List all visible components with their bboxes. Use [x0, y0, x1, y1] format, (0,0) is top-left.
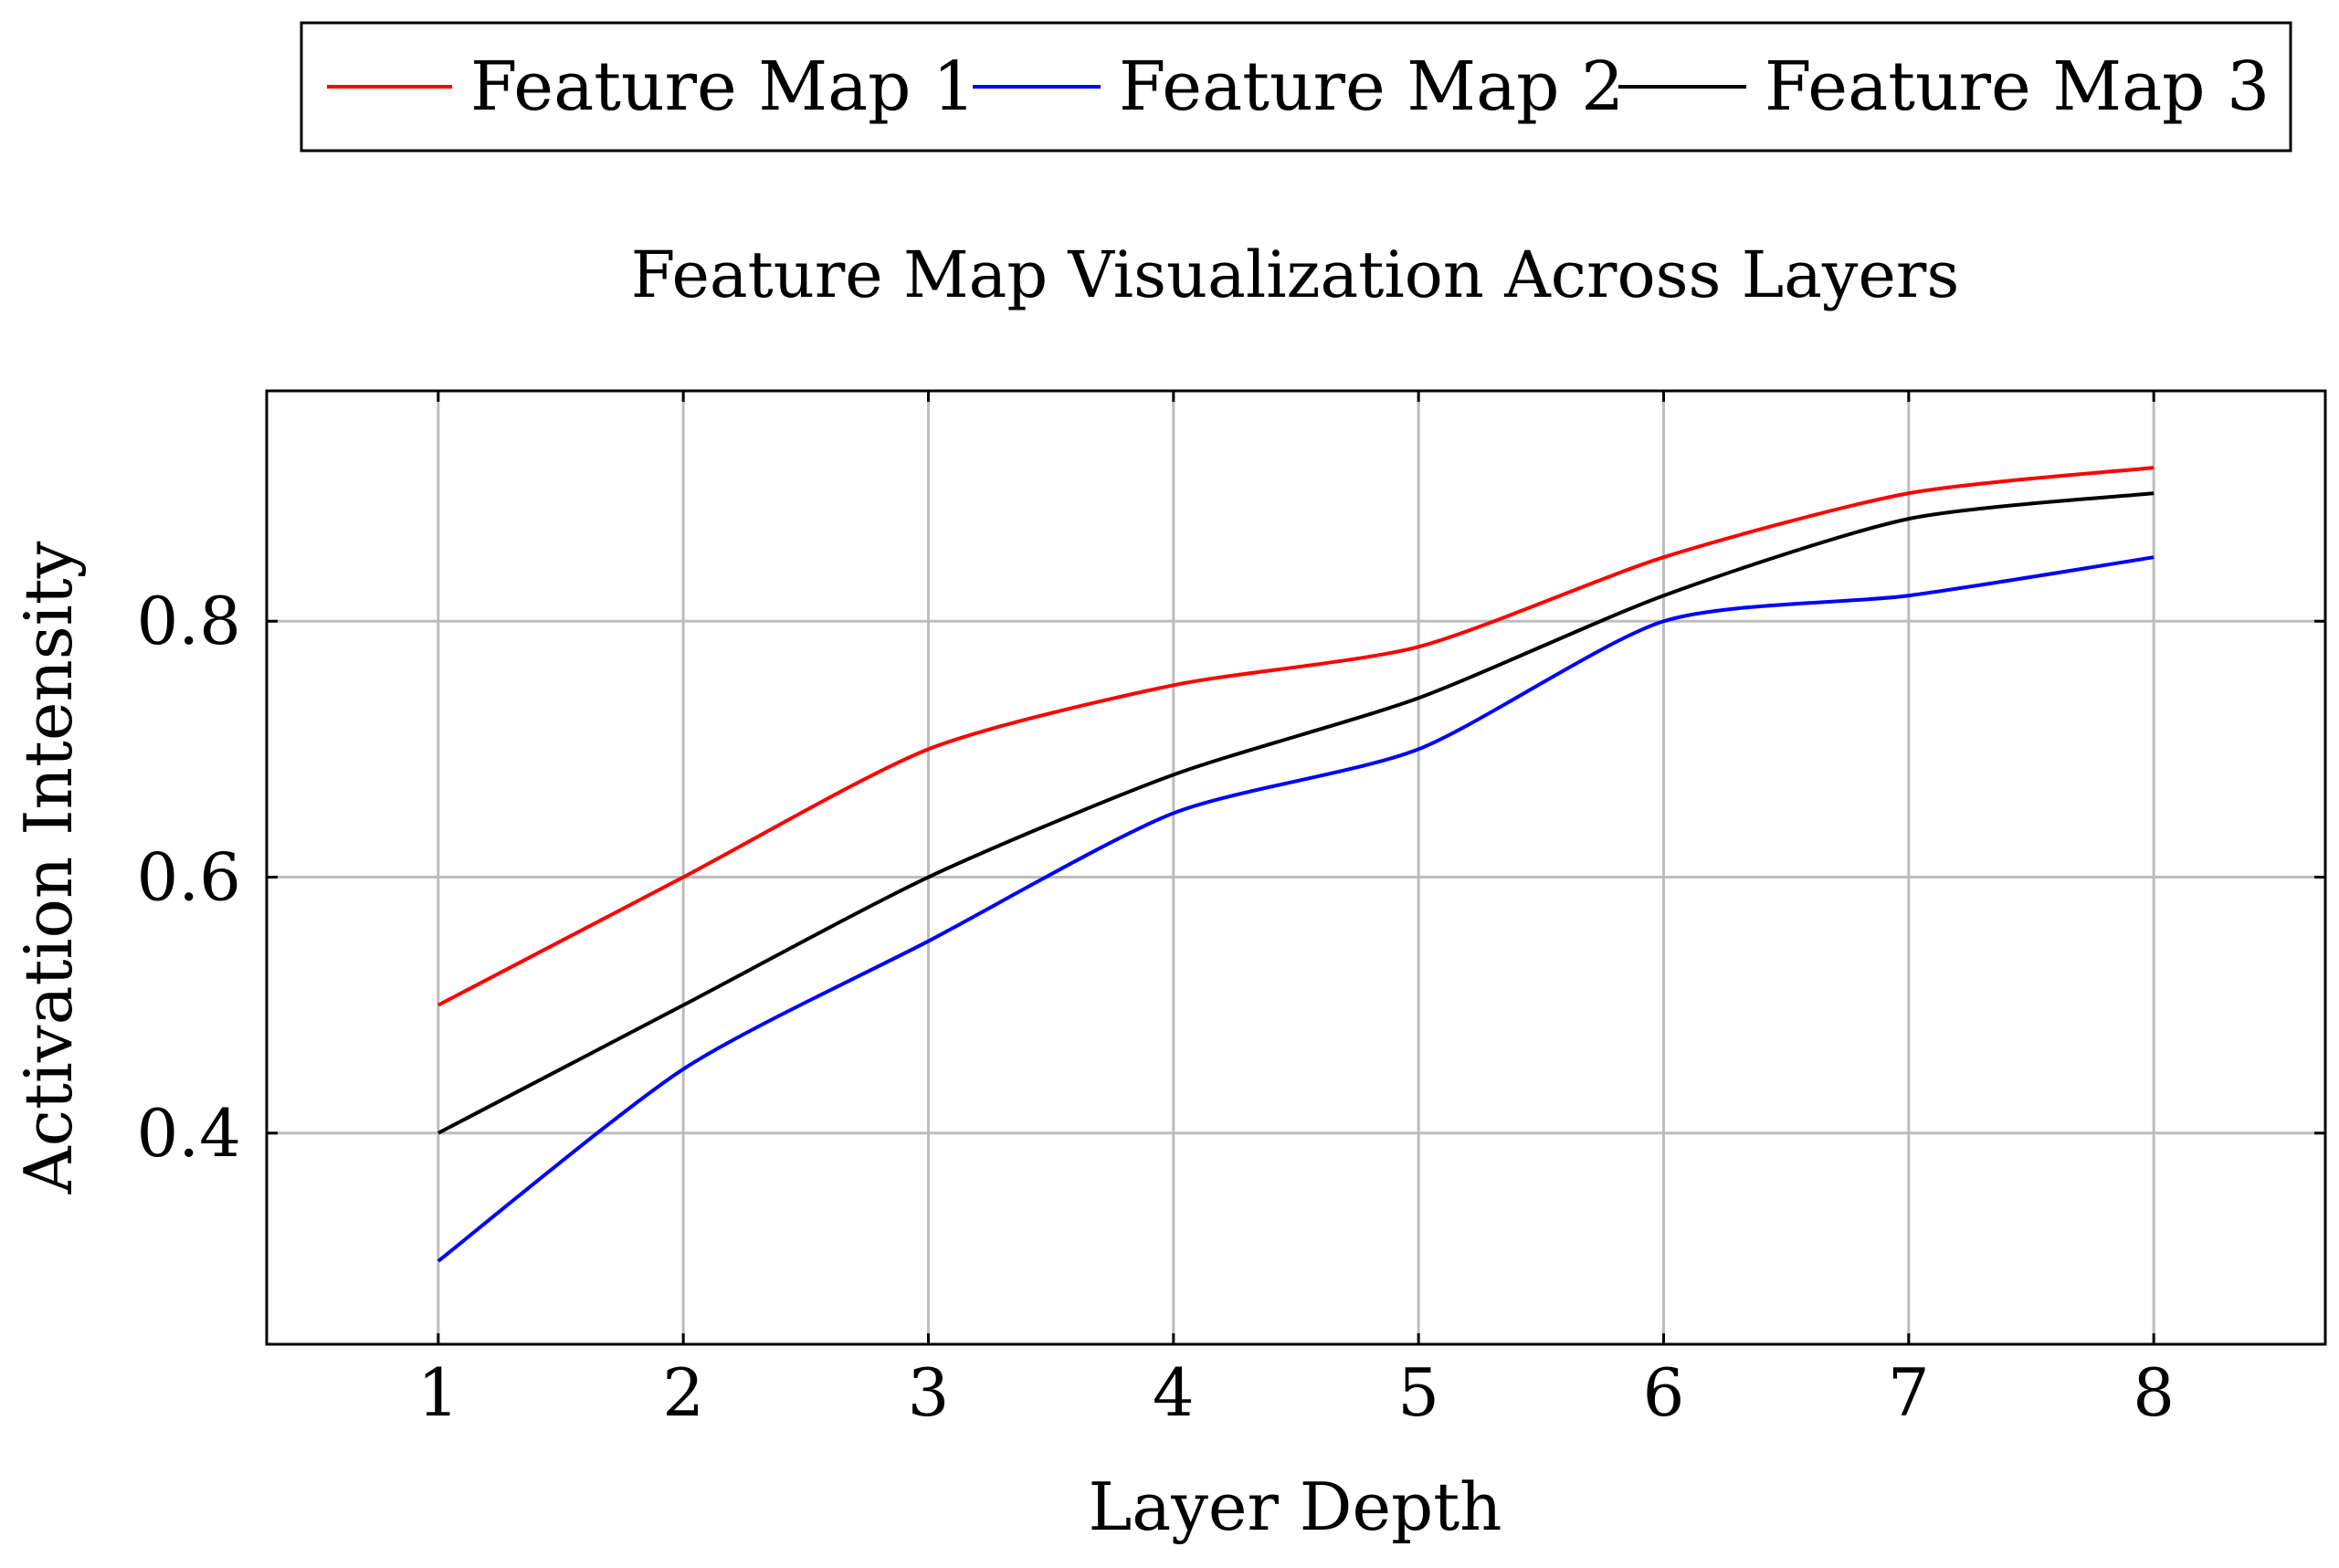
series-line-2	[437, 555, 2155, 1263]
x-tick-label-3: 3	[908, 1354, 950, 1431]
y-tick-label-2: 0.8	[136, 583, 241, 659]
y-axis-ticks: 0.4 0.6 0.8	[136, 583, 2325, 1172]
legend-label-3: Feature Map 3	[1765, 47, 2270, 126]
y-axis-label: Activation Intensity	[10, 541, 87, 1194]
x-axis-ticks: 1 2 3 4 5 6 7 8	[417, 391, 2175, 1431]
legend-entries: Feature Map 1 Feature Map 2 Feature Map 3	[327, 47, 2270, 126]
x-tick-label-5: 5	[1397, 1354, 1439, 1431]
plot-frame	[265, 389, 2327, 1346]
legend-label-2: Feature Map 2	[1119, 47, 1624, 126]
x-tick-label-6: 6	[1643, 1354, 1685, 1431]
legend: Feature Map 1 Feature Map 2 Feature Map 3	[300, 21, 2292, 153]
series-lines	[437, 466, 2155, 1263]
x-tick-label-2: 2	[662, 1354, 704, 1431]
series-line-1	[437, 466, 2155, 1007]
x-tick-label-1: 1	[417, 1354, 459, 1431]
x-tick-label-8: 8	[2133, 1354, 2175, 1431]
x-axis-label: Layer Depth	[1088, 1468, 1501, 1545]
legend-box	[300, 21, 2292, 153]
chart-title: Feature Map Visualization Across Layers	[631, 237, 1960, 312]
series-line-3	[437, 491, 2155, 1135]
y-tick-label-0: 0.4	[136, 1095, 241, 1172]
legend-label-1: Feature Map 1	[470, 47, 975, 126]
y-tick-label-1: 0.6	[136, 839, 241, 916]
grid	[267, 391, 2325, 1344]
x-tick-label-7: 7	[1888, 1354, 1930, 1431]
x-tick-label-4: 4	[1153, 1354, 1195, 1431]
